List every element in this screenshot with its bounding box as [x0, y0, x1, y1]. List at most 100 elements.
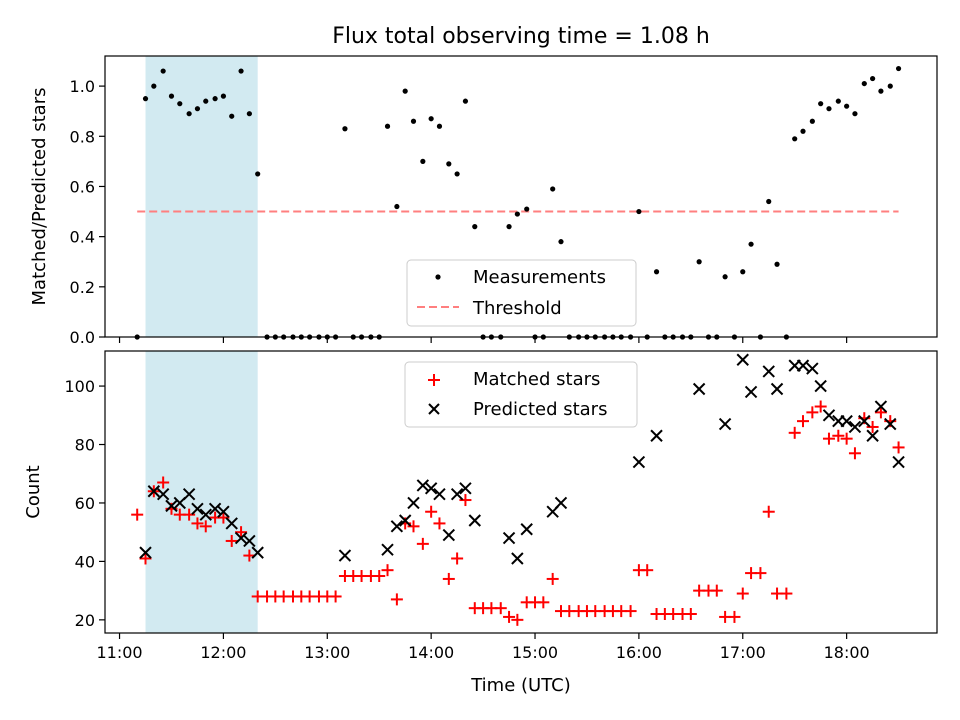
predicted-star-point [424, 482, 438, 495]
predicted-star-point [191, 502, 204, 516]
predicted-star-point [650, 429, 663, 442]
predicted-stars-points [139, 353, 905, 565]
y-tick-label: 60 [75, 494, 95, 513]
matched-star-point [235, 526, 248, 539]
measurement-point [410, 118, 417, 124]
predicted-star-point [459, 482, 472, 495]
predicted-star-point [692, 382, 706, 396]
x-tick-label: 11:00 [96, 643, 142, 662]
predicted-star-point [762, 365, 775, 378]
predicted-star-point [243, 534, 256, 548]
matched-star-point [139, 552, 152, 565]
measurement-point [766, 198, 772, 205]
top-legend-box [406, 259, 637, 327]
x-tick-label: 16:00 [616, 643, 662, 662]
matched-stars-points [131, 400, 905, 626]
matched-star-point [736, 587, 749, 600]
matched-star-point [641, 564, 654, 577]
bottom-x-axis: 11:00 12:00 13:00 14:00 15:00 16:00 17:00 18:00 [96, 633, 870, 662]
measurement-point [835, 98, 841, 104]
predicted-star-point [381, 543, 394, 556]
matched-star-point [832, 429, 845, 442]
bottom-axes-frame [104, 350, 938, 634]
measurement-point [238, 68, 244, 74]
predicted-star-point [338, 549, 352, 562]
predicted-star-point [217, 505, 230, 518]
measurement-point [462, 98, 469, 104]
matched-star-point [728, 610, 741, 623]
predicted-star-point [796, 359, 810, 372]
predicted-star-point [718, 417, 732, 431]
top-y-axis-label: Matched/Predicted stars [29, 88, 50, 306]
predicted-star-point [874, 400, 888, 413]
measurement-point [653, 269, 660, 275]
matched-star-point [225, 534, 238, 547]
measurement-point [446, 161, 452, 167]
matched-star-point [191, 517, 204, 530]
measurement-point [212, 96, 218, 102]
top-legend: Measurements Threshold [406, 259, 637, 327]
matched-star-point [892, 441, 905, 454]
measurement-point [220, 93, 227, 99]
measurement-point [774, 261, 780, 267]
top-panel: 0.0 0.2 0.4 0.6 0.8 1.0 Matched/Predicted sta… [29, 55, 938, 347]
observing-window-shade-top [145, 56, 258, 337]
predicted-star-point [234, 531, 248, 545]
predicted-star-point [390, 520, 404, 533]
y-tick-label: 100 [64, 377, 95, 396]
measurement-point [887, 83, 893, 89]
matched-star-point [390, 593, 403, 606]
measurement-point [394, 203, 400, 210]
measurement-point [636, 208, 642, 215]
predicted-star-point [165, 499, 178, 513]
predicted-star-point [433, 487, 446, 501]
predicted-star-point [822, 409, 836, 422]
matched-star-point [381, 564, 394, 577]
predicted-star-point [520, 523, 533, 536]
bottom-panel: 20 40 60 80 100 11:00 12:00 13:00 14:00 15:00 16:… [23, 350, 938, 696]
matched-star-point [494, 602, 507, 615]
matched-star-point [710, 584, 723, 597]
matched-star-point [866, 420, 879, 433]
predicted-star-point [866, 429, 879, 442]
legend-matched-marker [428, 374, 440, 386]
legend-predicted-marker [428, 403, 440, 415]
matched-star-point [329, 590, 342, 603]
matched-star-point [684, 608, 697, 621]
predicted-star-point [884, 417, 897, 431]
measurements-points [134, 65, 902, 340]
matched-star-point [624, 605, 637, 618]
matched-star-point [459, 494, 472, 507]
measurement-point [740, 269, 746, 275]
predicted-star-point [814, 379, 827, 393]
measurement-point [558, 239, 564, 245]
matched-star-point [416, 537, 429, 550]
y-tick-label: 40 [75, 552, 95, 571]
measurement-point [246, 111, 252, 117]
matched-star-point [503, 610, 516, 623]
matched-star-point [822, 432, 835, 445]
measurement-point [852, 111, 858, 117]
measurement-point [203, 98, 209, 104]
predicted-star-point [554, 496, 568, 510]
predicted-star-point [225, 517, 238, 530]
matched-star-point [442, 572, 455, 585]
predicted-star-point [806, 362, 819, 375]
bottom-legend-box [404, 361, 638, 428]
measurement-point [524, 206, 530, 212]
predicted-star-point [442, 528, 456, 542]
bottom-y-axis: 20 40 60 80 100 [64, 377, 105, 630]
y-tick-label: 0.0 [70, 328, 95, 347]
measurement-point [402, 88, 408, 94]
matched-star-point [848, 447, 861, 460]
predicted-star-point [744, 385, 758, 399]
matched-star-point [537, 596, 550, 609]
y-tick-label: 20 [75, 611, 95, 630]
matched-star-point [762, 505, 775, 518]
matched-star-point [373, 570, 386, 583]
measurement-point [420, 158, 426, 164]
bottom-legend: Matched stars Predicted stars [404, 361, 638, 428]
matched-star-point [425, 505, 438, 518]
matched-star-point [546, 572, 559, 585]
predicted-star-point [147, 485, 161, 498]
